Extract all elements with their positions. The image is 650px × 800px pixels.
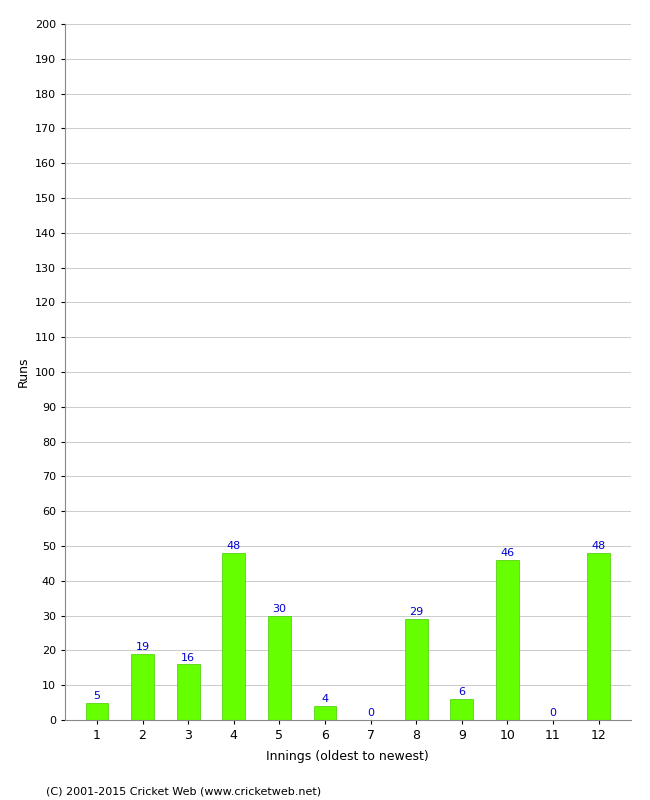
- Text: 48: 48: [592, 542, 606, 551]
- Text: 29: 29: [409, 607, 423, 618]
- Bar: [405, 619, 428, 720]
- Text: 16: 16: [181, 653, 195, 662]
- Text: 6: 6: [458, 687, 465, 698]
- Bar: [222, 553, 245, 720]
- Bar: [268, 616, 291, 720]
- Bar: [313, 706, 336, 720]
- Text: 0: 0: [549, 708, 556, 718]
- Bar: [131, 654, 154, 720]
- Text: 30: 30: [272, 604, 287, 614]
- Bar: [587, 553, 610, 720]
- Y-axis label: Runs: Runs: [16, 357, 29, 387]
- Text: (C) 2001-2015 Cricket Web (www.cricketweb.net): (C) 2001-2015 Cricket Web (www.cricketwe…: [46, 786, 320, 796]
- Text: 48: 48: [227, 542, 241, 551]
- Text: 19: 19: [135, 642, 150, 652]
- Bar: [450, 699, 473, 720]
- Bar: [496, 560, 519, 720]
- Text: 4: 4: [321, 694, 328, 704]
- Text: 46: 46: [500, 548, 514, 558]
- Bar: [86, 702, 109, 720]
- X-axis label: Innings (oldest to newest): Innings (oldest to newest): [266, 750, 429, 763]
- Text: 5: 5: [94, 691, 100, 701]
- Bar: [177, 664, 200, 720]
- Text: 0: 0: [367, 708, 374, 718]
